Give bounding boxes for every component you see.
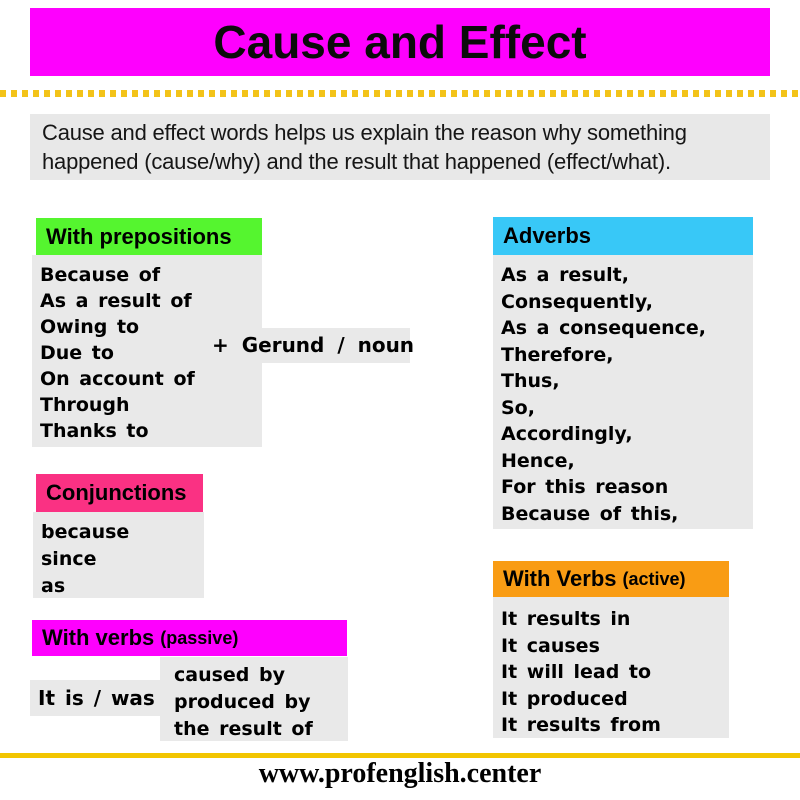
conjunctions-header-label: Conjunctions bbox=[46, 480, 187, 505]
list-item: It results from bbox=[501, 714, 661, 736]
verbs-passive-header-label: With verbs bbox=[42, 625, 155, 650]
conjunctions-list: because since as bbox=[33, 512, 204, 598]
list-item: Therefore, bbox=[501, 343, 614, 366]
verbs-passive-list: caused by produced by the result of bbox=[160, 657, 348, 741]
list-item: Due to bbox=[40, 342, 114, 364]
verbs-passive-subject: It is / was bbox=[30, 680, 160, 716]
list-item: Through bbox=[40, 394, 130, 416]
list-item: As a consequence, bbox=[501, 317, 707, 339]
adverbs-header: Adverbs bbox=[493, 217, 753, 255]
list-item: Hence, bbox=[501, 449, 575, 472]
gerund-noun-label: + Gerund / noun bbox=[212, 333, 415, 357]
verbs-active-header: With Verbs (active) bbox=[493, 561, 729, 597]
list-item: On account of bbox=[40, 368, 195, 390]
title-banner: Cause and Effect bbox=[30, 8, 770, 76]
verbs-active-list: It results in It causes It will lead to It … bbox=[493, 597, 729, 738]
list-item: As a result, bbox=[501, 264, 629, 286]
list-item: Accordingly, bbox=[501, 423, 633, 445]
description-box: Cause and effect words helps us explain … bbox=[30, 114, 770, 180]
list-item: as bbox=[41, 575, 66, 597]
list-item: As a result of bbox=[40, 290, 192, 312]
page-title: Cause and Effect bbox=[213, 16, 587, 68]
list-item: Owing to bbox=[40, 316, 140, 338]
footer-url: www.profenglish.center bbox=[258, 758, 542, 789]
adverbs-header-label: Adverbs bbox=[503, 223, 592, 248]
list-item: caused by bbox=[174, 664, 286, 686]
list-item: since bbox=[41, 548, 97, 570]
list-item: Because of this, bbox=[501, 502, 679, 525]
conjunctions-header: Conjunctions bbox=[36, 474, 203, 512]
list-item: Because of bbox=[40, 264, 161, 286]
adverbs-list: As a result, Consequently, As a consequenc… bbox=[493, 255, 753, 529]
dotted-separator bbox=[0, 90, 800, 97]
prepositions-header: With prepositions bbox=[36, 218, 262, 255]
verbs-passive-header: With verbs (passive) bbox=[32, 620, 347, 656]
list-item: because bbox=[41, 521, 130, 543]
footer-divider bbox=[0, 753, 800, 758]
list-item: For this reason bbox=[501, 476, 669, 498]
list-item: Thus, bbox=[501, 370, 560, 392]
verbs-active-header-label: With Verbs bbox=[503, 566, 617, 591]
gerund-noun-box bbox=[262, 328, 410, 363]
list-item: Consequently, bbox=[501, 290, 653, 313]
description-text: Cause and effect words helps us explain … bbox=[42, 120, 687, 174]
list-item: It will lead to bbox=[501, 661, 652, 683]
verbs-passive-header-paren: (passive) bbox=[160, 627, 239, 648]
verbs-active-header-paren: (active) bbox=[622, 568, 686, 589]
list-item: produced by bbox=[174, 691, 311, 713]
list-item: Thanks to bbox=[40, 420, 149, 442]
prepositions-header-label: With prepositions bbox=[46, 223, 232, 249]
list-item: It results in bbox=[501, 608, 631, 630]
list-item: the result of bbox=[174, 718, 313, 740]
list-item: So, bbox=[501, 396, 535, 419]
prepositions-list: Because of As a result of Owing to Due to On… bbox=[32, 255, 262, 447]
list-item: It produced bbox=[501, 687, 628, 710]
list-item: It causes bbox=[501, 634, 600, 657]
